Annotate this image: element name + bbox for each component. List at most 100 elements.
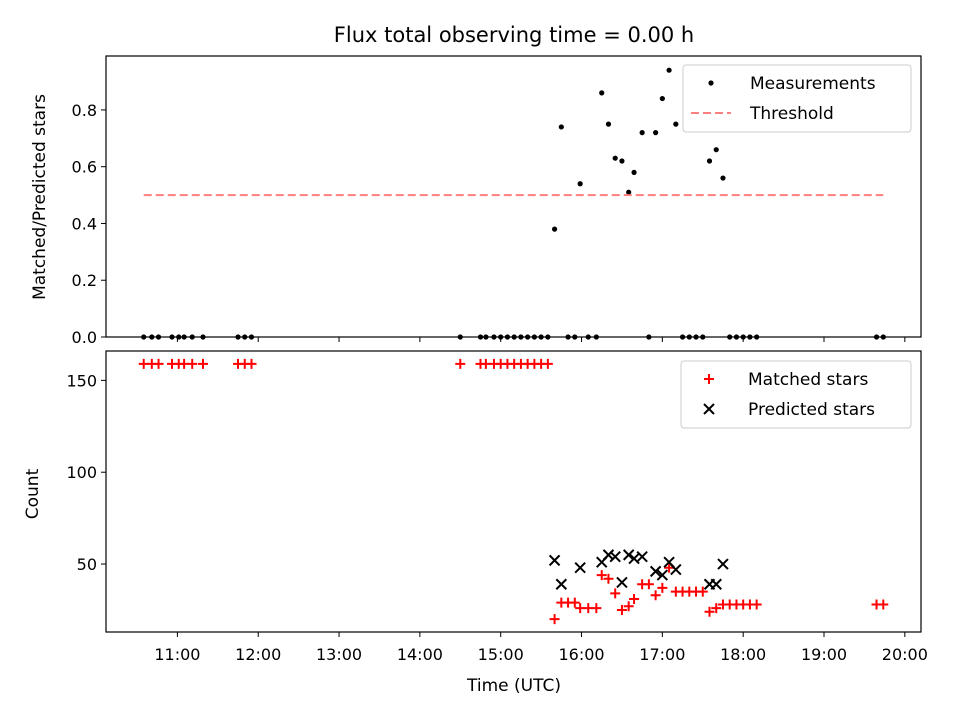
data-point bbox=[569, 597, 580, 608]
chart-title: Flux total observing time = 0.00 h bbox=[334, 23, 694, 47]
x-tick-label: 20:00 bbox=[882, 645, 928, 664]
data-point bbox=[599, 90, 605, 96]
x-tick-label: 18:00 bbox=[720, 645, 766, 664]
data-point bbox=[491, 334, 497, 340]
data-point bbox=[483, 334, 489, 340]
data-point bbox=[713, 147, 719, 153]
data-point bbox=[149, 334, 155, 340]
legend-label: Matched stars bbox=[748, 370, 868, 390]
data-point bbox=[555, 578, 568, 590]
data-point bbox=[457, 334, 463, 340]
data-point bbox=[498, 334, 504, 340]
top-panel: 0.0 0.2 0.4 0.6 0.8 Measurements Threshold bbox=[72, 55, 922, 347]
bottom-y-axis-label: Count bbox=[23, 468, 43, 519]
data-point bbox=[659, 95, 665, 102]
bottom-panel: 50 100 150 11:00 12:00 13:00 14:00 15:00 16:00 17… bbox=[66, 350, 928, 664]
data-point bbox=[181, 334, 187, 340]
data-point bbox=[176, 334, 182, 340]
data-point bbox=[197, 358, 208, 369]
y-tick-label: 100 bbox=[66, 463, 97, 482]
data-point bbox=[727, 334, 733, 340]
x-tick-label: 19:00 bbox=[801, 645, 847, 664]
legend-label: Measurements bbox=[750, 74, 876, 94]
legend-label: Predicted stars bbox=[748, 400, 875, 420]
data-point bbox=[639, 130, 645, 136]
data-point bbox=[610, 588, 621, 599]
top-y-axis-label: Matched/Predicted stars bbox=[30, 94, 50, 300]
data-point bbox=[636, 550, 648, 563]
data-point bbox=[873, 334, 880, 340]
data-point bbox=[477, 334, 484, 340]
data-point bbox=[551, 226, 558, 232]
data-point bbox=[686, 334, 692, 340]
data-point bbox=[187, 358, 198, 369]
data-point bbox=[605, 121, 612, 127]
plot-frame bbox=[105, 350, 922, 633]
data-point bbox=[169, 334, 175, 340]
data-point bbox=[706, 158, 713, 164]
y-tick-label: 0.0 bbox=[72, 328, 97, 347]
legend-frame bbox=[680, 360, 912, 429]
data-point bbox=[656, 569, 669, 581]
series-predicted-stars bbox=[548, 549, 729, 590]
data-point bbox=[751, 599, 762, 610]
data-point bbox=[747, 334, 753, 340]
data-point bbox=[548, 554, 561, 567]
data-point bbox=[670, 563, 682, 576]
data-point bbox=[880, 334, 886, 340]
legend-swatch bbox=[703, 403, 715, 415]
x-tick-label: 12:00 bbox=[235, 645, 281, 664]
data-point bbox=[593, 334, 599, 340]
data-point bbox=[740, 334, 746, 340]
data-point bbox=[710, 578, 722, 590]
x-tick-label: 11:00 bbox=[154, 645, 200, 664]
data-point bbox=[733, 334, 740, 340]
data-point bbox=[248, 334, 255, 340]
data-point bbox=[591, 603, 602, 614]
data-point bbox=[650, 590, 661, 601]
data-point bbox=[545, 334, 551, 340]
legend-label: Threshold bbox=[749, 104, 834, 124]
data-point bbox=[525, 334, 531, 340]
data-point bbox=[542, 358, 553, 369]
data-point bbox=[242, 334, 248, 340]
data-point bbox=[626, 189, 632, 195]
data-point bbox=[623, 601, 634, 612]
y-tick-label: 0.8 bbox=[72, 101, 97, 120]
data-point bbox=[754, 334, 760, 340]
data-point bbox=[235, 334, 241, 340]
legend-swatch bbox=[708, 80, 714, 86]
data-point bbox=[200, 334, 206, 340]
series-matched-stars bbox=[138, 358, 889, 625]
data-point bbox=[673, 121, 679, 127]
data-point bbox=[646, 334, 652, 340]
data-point bbox=[653, 130, 659, 136]
data-point bbox=[602, 549, 615, 561]
y-tick-label: 50 bbox=[77, 555, 97, 574]
legend-swatch bbox=[704, 374, 714, 384]
data-point bbox=[700, 334, 706, 340]
x-tick-label: 17:00 bbox=[639, 645, 685, 664]
data-point bbox=[596, 570, 607, 581]
data-point bbox=[697, 586, 708, 597]
data-point bbox=[574, 562, 586, 574]
y-tick-label: 0.2 bbox=[72, 271, 97, 290]
y-tick-label: 150 bbox=[66, 371, 97, 390]
data-point bbox=[531, 334, 537, 340]
legend: Matched stars Predicted stars bbox=[680, 360, 912, 429]
data-point bbox=[679, 334, 686, 340]
data-point bbox=[616, 604, 627, 615]
data-point bbox=[878, 599, 889, 610]
data-point bbox=[153, 358, 164, 369]
data-point bbox=[704, 606, 715, 617]
data-point bbox=[511, 334, 517, 340]
x-tick-label: 13:00 bbox=[316, 645, 362, 664]
data-point bbox=[619, 158, 625, 164]
data-point bbox=[616, 576, 628, 589]
data-point bbox=[155, 334, 162, 340]
data-point bbox=[504, 334, 511, 340]
data-point bbox=[629, 593, 640, 604]
data-point bbox=[622, 549, 635, 561]
x-axis-label: Time (UTC) bbox=[466, 676, 561, 696]
data-point bbox=[558, 124, 564, 130]
